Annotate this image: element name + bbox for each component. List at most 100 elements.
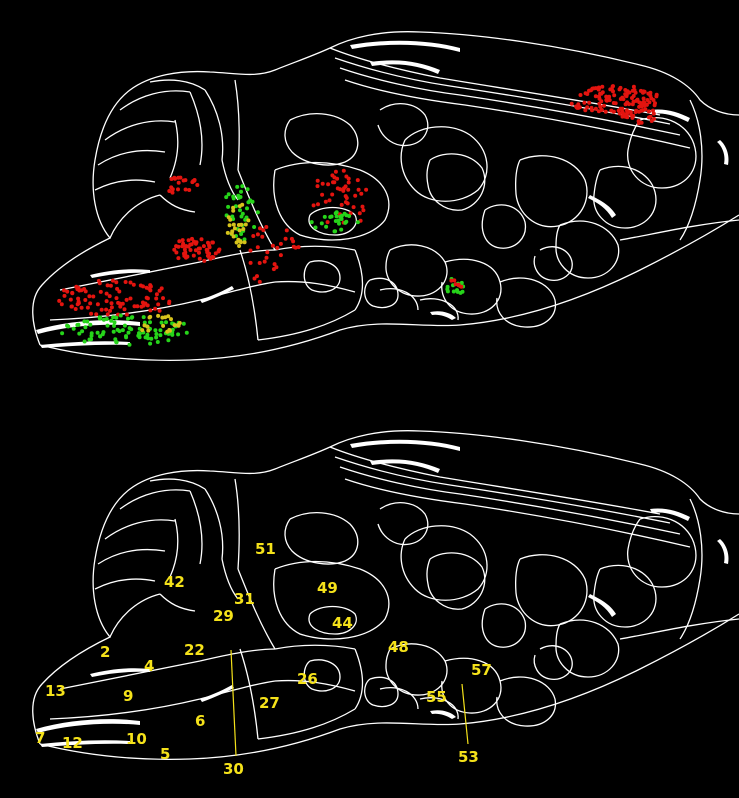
cell-marker: [201, 244, 206, 249]
cell-marker: [154, 292, 159, 297]
cell-marker: [641, 96, 646, 101]
cell-marker: [154, 332, 159, 336]
region-boundary: [257, 708, 356, 740]
cell-marker: [449, 278, 454, 283]
cell-marker: [114, 315, 119, 320]
cell-marker: [137, 331, 142, 336]
cell-marker: [146, 336, 150, 341]
cell-marker: [124, 334, 128, 339]
cell-marker: [91, 294, 96, 299]
region-boundary: [627, 117, 697, 189]
cell-marker: [124, 297, 129, 302]
fiber-tract: [370, 459, 440, 473]
cell-marker: [154, 296, 159, 301]
cell-marker: [230, 229, 235, 234]
region-boundary: [354, 249, 364, 311]
cell-marker: [339, 217, 344, 221]
cell-marker: [616, 108, 621, 113]
cell-marker: [122, 307, 127, 312]
cell-marker: [341, 168, 346, 173]
cell-marker: [319, 221, 324, 226]
cell-marker: [250, 199, 255, 204]
cell-marker: [167, 189, 172, 193]
cell-marker: [155, 340, 160, 344]
region-label: 51: [255, 540, 276, 558]
cell-marker: [112, 323, 116, 328]
cell-marker: [231, 196, 236, 201]
region-boundary: [239, 648, 259, 740]
region-label: 26: [297, 670, 318, 688]
region-boundary: [426, 153, 486, 211]
cell-marker: [593, 94, 598, 99]
cell-marker: [127, 342, 132, 347]
cell-marker: [114, 340, 119, 345]
cell-marker: [252, 225, 257, 229]
cell-marker: [603, 109, 608, 114]
cell-marker: [264, 255, 269, 260]
cell-marker: [181, 321, 186, 326]
cell-marker: [459, 280, 464, 285]
cell-marker: [296, 245, 301, 250]
cell-marker: [114, 280, 119, 285]
region-boundary: [94, 179, 156, 191]
cell-marker: [593, 86, 598, 91]
cell-marker: [190, 180, 195, 185]
region-boundary: [555, 220, 620, 279]
cell-marker: [589, 105, 594, 110]
region-boundary: [97, 548, 166, 565]
cell-marker: [237, 204, 242, 209]
cell-marker: [343, 220, 348, 225]
cell-marker: [585, 92, 590, 96]
region-label: 55: [426, 688, 447, 706]
cell-marker: [593, 106, 598, 111]
region-boundary: [221, 558, 239, 600]
cell-marker: [224, 195, 229, 200]
region-boundary: [109, 593, 161, 638]
region-label: 12: [62, 734, 83, 752]
cell-marker: [225, 230, 230, 235]
cell-marker: [654, 92, 659, 97]
region-boundary: [441, 258, 502, 315]
cell-marker: [180, 238, 185, 243]
cell-marker: [355, 220, 360, 225]
cell-marker: [239, 189, 243, 194]
cell-marker: [108, 283, 113, 288]
cell-marker: [320, 181, 325, 186]
cell-marker: [252, 276, 257, 281]
cell-marker: [600, 90, 605, 95]
region-boundary: [59, 261, 201, 291]
region-boundary: [49, 698, 201, 720]
cell-marker: [85, 305, 90, 310]
cell-marker: [326, 182, 331, 187]
cell-marker: [176, 180, 181, 185]
cell-marker: [637, 109, 641, 114]
fiber-tract: [430, 311, 456, 320]
cell-marker: [617, 87, 622, 92]
region-boundary: [308, 206, 357, 236]
cell-marker: [327, 198, 332, 203]
region-boundary: [119, 90, 191, 111]
cell-marker: [315, 178, 320, 183]
cell-marker: [76, 296, 81, 301]
cell-marker: [70, 291, 75, 296]
region-label: 4: [144, 657, 154, 675]
cell-marker: [235, 184, 240, 189]
fiber-tract: [90, 668, 150, 677]
cell-marker: [621, 113, 626, 117]
cell-marker: [344, 213, 349, 218]
cell-marker: [623, 93, 628, 98]
region-boundary: [159, 194, 196, 213]
cell-marker: [309, 220, 314, 225]
cell-marker: [646, 109, 651, 114]
cell-marker: [607, 94, 612, 99]
brain-outline: [32, 31, 739, 361]
cell-marker: [445, 287, 450, 292]
leader-line-53: [461, 683, 469, 745]
region-boundary: [169, 518, 179, 578]
region-boundary: [533, 246, 573, 281]
cell-marker: [226, 204, 231, 209]
cell-marker: [359, 191, 364, 196]
cell-marker: [123, 280, 128, 284]
region-boundary: [329, 47, 661, 116]
cell-marker: [248, 248, 253, 253]
